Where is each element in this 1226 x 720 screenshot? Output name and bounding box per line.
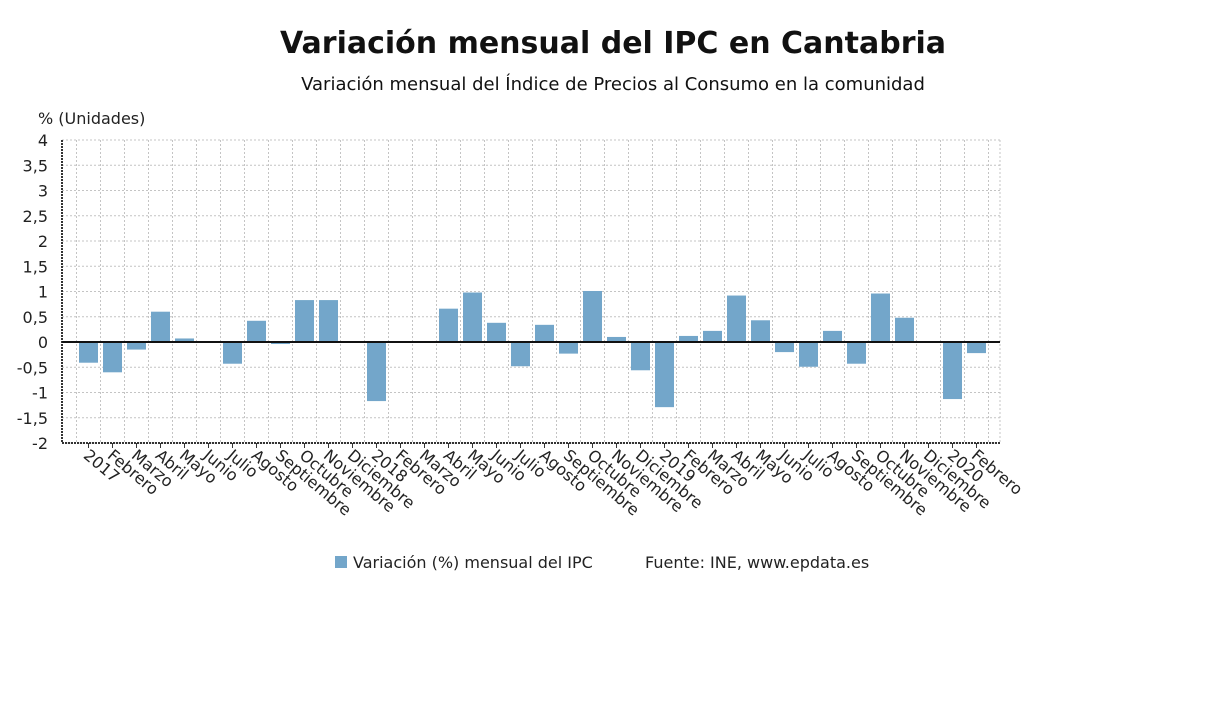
x-ticks: 2017FebreroMarzoAbrilMayoJunioJulioAgost… — [80, 445, 1026, 520]
bar — [751, 320, 770, 342]
y-tick-label: 1,5 — [23, 257, 48, 276]
bars — [79, 290, 986, 408]
bar — [247, 320, 266, 342]
y-tick-label: 3,5 — [23, 156, 48, 175]
source-label: Fuente: INE, www.epdata.es — [645, 553, 869, 572]
y-tick-label: 2 — [38, 232, 48, 251]
bar — [895, 317, 914, 342]
legend-swatch — [335, 556, 347, 568]
bar — [775, 342, 794, 353]
bar — [871, 293, 890, 342]
y-ticks: 4 3,5 3 2,5 2 1,5 1 0,5 0 -0,5 -1 -1,5 -2 — [17, 131, 48, 453]
bar — [727, 295, 746, 342]
grid — [62, 139, 1001, 444]
bar — [367, 342, 386, 402]
y-tick-label: 0,5 — [23, 308, 48, 327]
chart-title: Variación mensual del IPC en Cantabria — [279, 26, 947, 61]
legend: Variación (%) mensual del IPC Fuente: IN… — [335, 553, 869, 572]
y-tick-label: -1,5 — [17, 409, 48, 428]
bar — [295, 300, 314, 342]
bar — [103, 342, 122, 373]
y-tick-label: 1 — [38, 283, 48, 302]
bar — [703, 330, 722, 342]
y-tick-label: -0,5 — [17, 358, 48, 377]
chart-subtitle: Variación mensual del Índice de Precios … — [301, 74, 925, 95]
bar — [679, 335, 698, 342]
bar — [127, 342, 146, 350]
legend-label: Variación (%) mensual del IPC — [353, 553, 593, 572]
bar — [175, 338, 194, 342]
bar — [655, 342, 674, 408]
bar — [943, 342, 962, 400]
bar — [487, 322, 506, 342]
axes — [61, 140, 1000, 448]
bar — [847, 342, 866, 364]
bar — [535, 324, 554, 342]
bar — [439, 308, 458, 342]
bar — [967, 342, 986, 354]
bar — [823, 330, 842, 342]
bar — [79, 342, 98, 363]
bar — [271, 342, 290, 345]
y-tick-label: 4 — [38, 131, 48, 150]
y-tick-label: 2,5 — [23, 207, 48, 226]
bar — [223, 342, 242, 364]
bar — [607, 336, 626, 342]
bar — [511, 342, 530, 367]
y-axis-label: % (Unidades) — [38, 109, 145, 128]
bar — [151, 311, 170, 342]
bar — [319, 300, 338, 342]
y-tick-label: 3 — [38, 182, 48, 201]
y-tick-label: -1 — [32, 384, 48, 403]
y-tick-label: -2 — [32, 434, 48, 453]
bar — [463, 292, 482, 342]
bar — [631, 342, 650, 371]
bar — [559, 342, 578, 354]
y-tick-label: 0 — [38, 333, 48, 352]
bar — [583, 290, 602, 342]
bar — [799, 342, 818, 367]
